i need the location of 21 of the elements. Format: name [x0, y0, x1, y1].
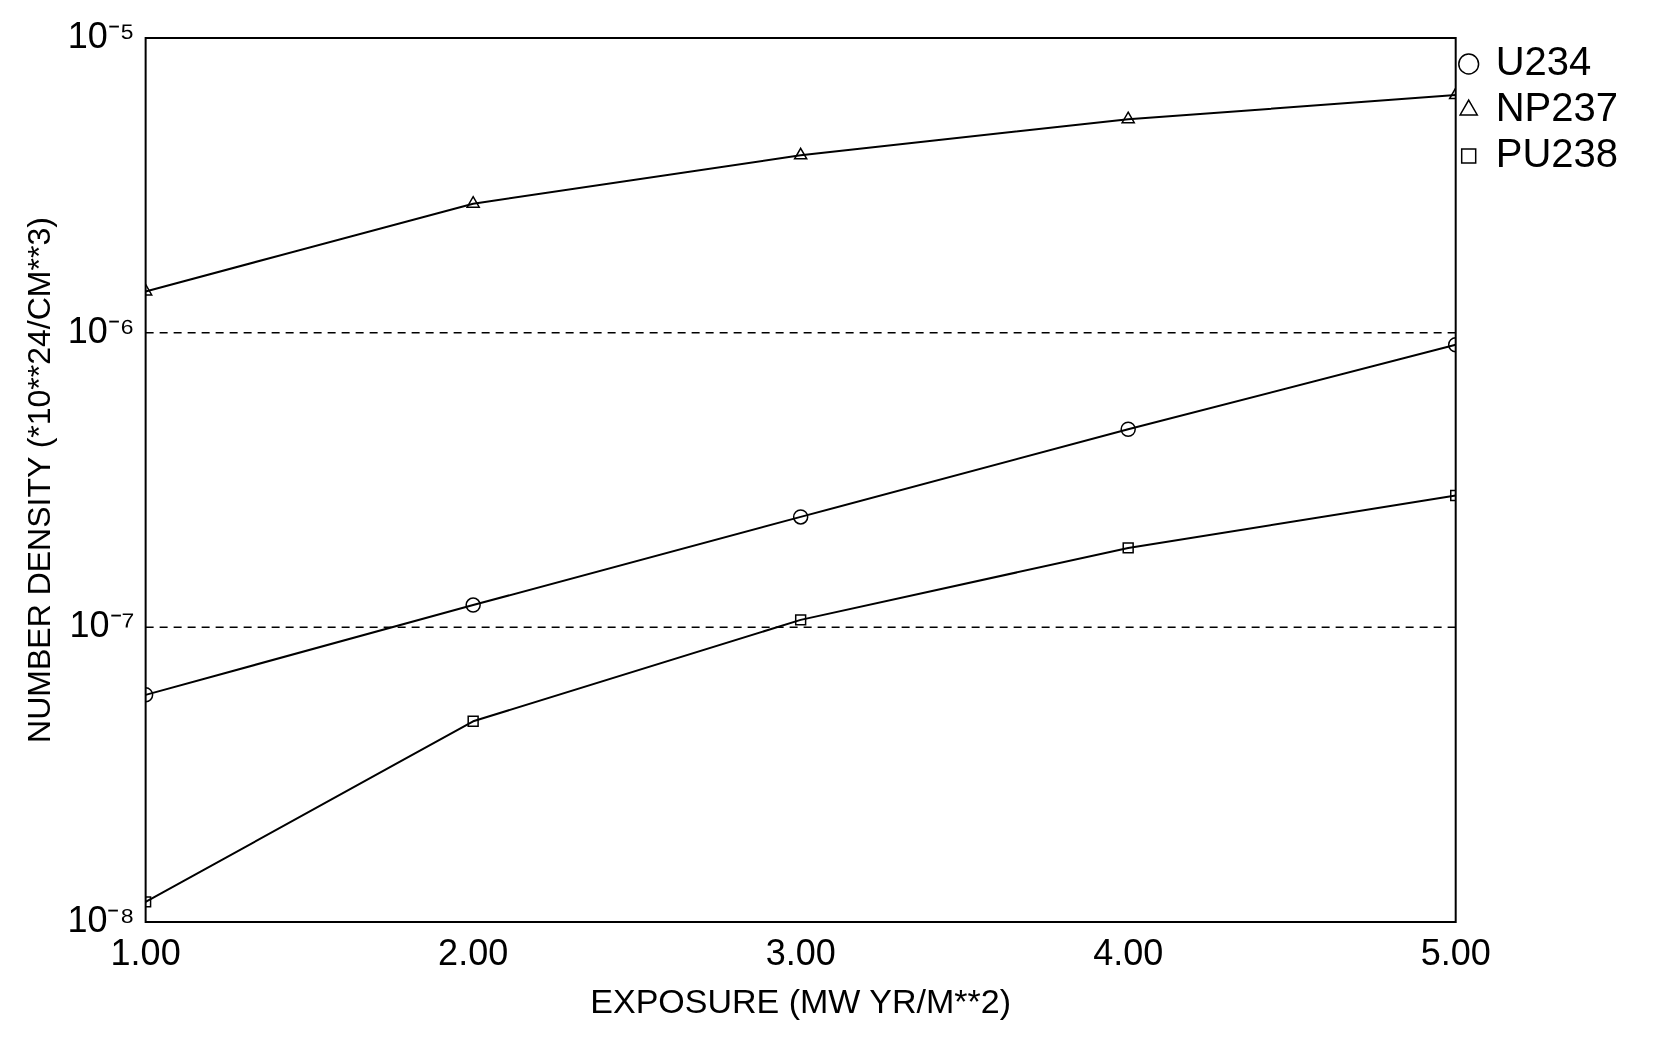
legend-label: PU238 — [1495, 131, 1619, 176]
x-tick-label: 2.00 — [438, 931, 509, 973]
y-tick-label: 10⁻⁵ — [67, 14, 135, 56]
point — [467, 715, 479, 727]
x-tick-label: 4.00 — [1093, 931, 1164, 973]
x-axis-title: EXPOSURE (MW YR/M**2) — [590, 981, 1011, 1020]
point — [1121, 111, 1135, 124]
legend-label: NP237 — [1495, 85, 1619, 130]
x-tick-label: 5.00 — [1420, 931, 1491, 973]
point — [1122, 542, 1134, 554]
point — [794, 614, 807, 626]
y-axis-title: NUMBER DENSITY (*10**24/CM**3) — [21, 217, 58, 743]
x-tick-label: 3.00 — [765, 931, 836, 973]
point — [465, 597, 481, 613]
point — [1120, 421, 1136, 438]
legend-label: U234 — [1495, 39, 1592, 84]
point — [466, 195, 480, 208]
point — [793, 147, 808, 160]
y-tick-label: 10⁻⁶ — [67, 309, 135, 351]
point — [792, 509, 809, 525]
y-tick-label: 10⁻⁷ — [69, 604, 135, 646]
